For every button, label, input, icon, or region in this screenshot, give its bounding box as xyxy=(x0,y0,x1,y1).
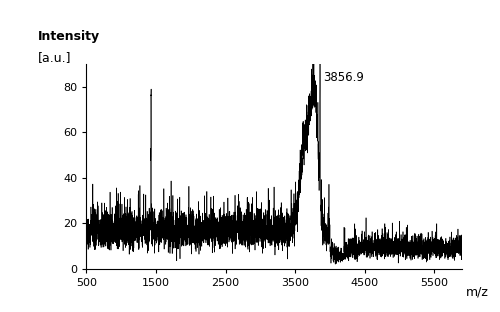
Text: [a.u.]: [a.u.] xyxy=(38,51,71,64)
Text: m/z: m/z xyxy=(466,285,489,298)
Text: 3856.9: 3856.9 xyxy=(324,71,364,84)
Text: Intensity: Intensity xyxy=(38,30,100,43)
